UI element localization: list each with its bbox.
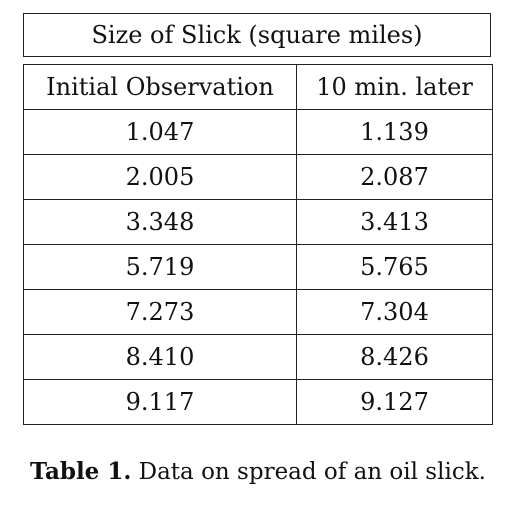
table-row: 7.273 7.304 <box>23 289 493 335</box>
header-row: Initial Observation 10 min. later <box>23 64 493 110</box>
cell-later: 9.127 <box>296 379 493 425</box>
cell-initial: 8.410 <box>23 334 297 380</box>
column-header-initial: Initial Observation <box>23 64 297 110</box>
cell-initial: 2.005 <box>23 154 297 200</box>
cell-later: 2.087 <box>296 154 493 200</box>
cell-later: 7.304 <box>296 289 493 335</box>
table-row: 1.047 1.139 <box>23 109 493 155</box>
cell-initial: 9.117 <box>23 379 297 425</box>
data-table: Initial Observation 10 min. later 1.047 … <box>23 64 493 425</box>
table-row: 5.719 5.765 <box>23 244 493 290</box>
table-row: 8.410 8.426 <box>23 334 493 380</box>
table-caption: Table 1. Data on spread of an oil slick. <box>0 458 516 485</box>
table-row: 3.348 3.413 <box>23 199 493 245</box>
cell-later: 1.139 <box>296 109 493 155</box>
caption-label: Table 1. <box>30 458 132 485</box>
table-row: 2.005 2.087 <box>23 154 493 200</box>
caption-text: Data on spread of an oil slick. <box>138 459 486 485</box>
cell-later: 8.426 <box>296 334 493 380</box>
cell-initial: 1.047 <box>23 109 297 155</box>
cell-initial: 3.348 <box>23 199 297 245</box>
column-header-later: 10 min. later <box>296 64 493 110</box>
cell-initial: 5.719 <box>23 244 297 290</box>
table-title: Size of Slick (square miles) <box>23 13 491 57</box>
cell-later: 3.413 <box>296 199 493 245</box>
table-row: 9.117 9.127 <box>23 379 493 425</box>
cell-later: 5.765 <box>296 244 493 290</box>
cell-initial: 7.273 <box>23 289 297 335</box>
